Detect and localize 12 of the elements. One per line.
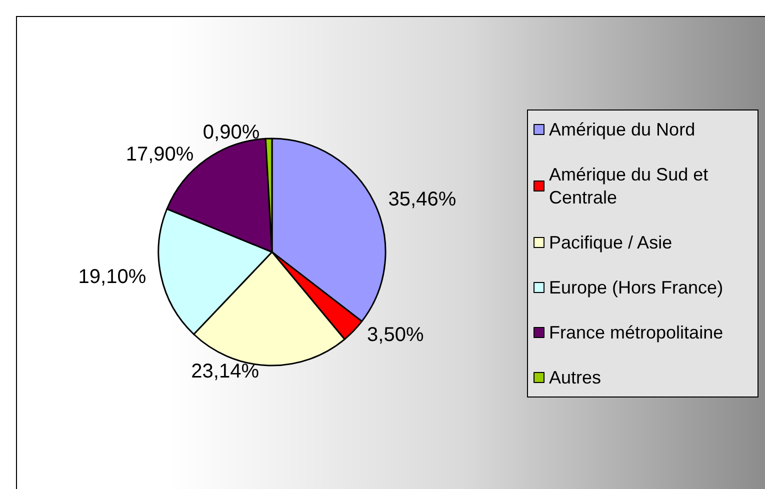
data-label: 19,10% bbox=[78, 266, 146, 288]
legend-label: Pacifique / Asie bbox=[549, 232, 672, 252]
legend-label: Autres bbox=[549, 368, 602, 388]
legend-label: Europe (Hors France) bbox=[549, 278, 724, 298]
legend-label: Amérique du Nord bbox=[549, 120, 696, 140]
data-label: 17,90% bbox=[126, 144, 194, 166]
data-label: 23,14% bbox=[191, 360, 260, 382]
data-label: 35,46% bbox=[388, 188, 456, 210]
data-label: 3,50% bbox=[367, 324, 424, 346]
legend-label: France métropolitaine bbox=[549, 322, 724, 342]
legend-label: Amérique du Sud et Centrale bbox=[549, 164, 714, 208]
data-label: 0,90% bbox=[202, 122, 260, 144]
